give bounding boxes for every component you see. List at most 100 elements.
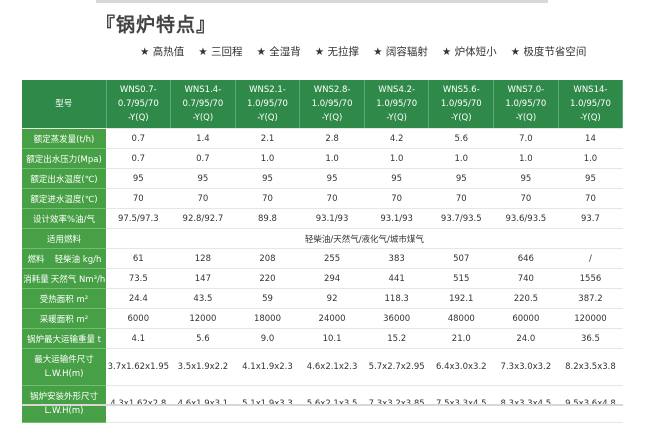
gas-consumption-label: 天然气 Nm³/h <box>50 274 106 285</box>
feature-item: ★ 炉体短小 <box>441 46 497 58</box>
row-label-line: L.W.H(m) <box>44 406 84 416</box>
table-cell: 128 <box>170 248 236 269</box>
row-label: 适用燃料 <box>22 228 106 249</box>
model-header-line: -Y(Q) <box>580 113 601 123</box>
table-cell: 5.6 <box>170 328 236 349</box>
table-cell: 95 <box>558 168 623 189</box>
table-cell: 208 <box>235 248 300 269</box>
table-cell: 24.4 <box>106 288 171 309</box>
row-label: 受热面积 m² <box>22 288 106 309</box>
table-cell: 5.7x2.7x2.95 <box>364 348 429 386</box>
table-cell: 18000 <box>235 308 300 329</box>
model-header-line: WNS5.6- <box>442 85 480 95</box>
table-cell: 0.7 <box>170 148 236 169</box>
table-cell: 2.1 <box>235 128 300 149</box>
table-cell: 24.0 <box>493 328 559 349</box>
model-header-line: WNS2.1- <box>249 85 286 95</box>
row-label: 额定进水温度(℃) <box>22 188 106 209</box>
feature-item: ★ 阔容辐射 <box>373 46 428 58</box>
model-header-line: 1.0/95/70 <box>311 99 353 109</box>
table-cell: / <box>558 248 623 269</box>
top-divider <box>96 0 548 3</box>
table-cell: 192.1 <box>428 288 494 309</box>
model-header-line: -Y(Q) <box>321 113 343 123</box>
model-header: WNS2.1- 1.0/95/70 -Y(Q) <box>235 80 301 129</box>
model-header-line: 1.0/95/70 <box>570 99 611 109</box>
table-cell: 95 <box>428 168 494 189</box>
boiler-spec-table: 型号 WNS0.7- 0.7/95/70 -Y(Q) WNS1.4- 0.7/95/70… <box>22 80 624 423</box>
table-cell: 70 <box>170 188 236 209</box>
table-cell: 93.6/93.5 <box>493 208 559 229</box>
feature-item: ★ 全湿背 <box>256 46 301 58</box>
model-header-line: WNS4.2- <box>378 85 416 95</box>
model-header: WNS4.2- 1.0/95/70 -Y(Q) <box>364 80 430 129</box>
table-row: 最大运输件尺寸 L.W.H(m) 3.7x1.62x1.95 3.5x1.9x2.2 4… <box>22 348 623 386</box>
table-row: 设计效率%油/气 97.5/97.3 92.8/92.7 89.8 93.1/93 93.… <box>22 208 623 229</box>
table-cell: 61 <box>106 248 171 269</box>
table-cell: 95 <box>364 168 429 189</box>
table-cell: 70 <box>493 188 559 209</box>
table-cell: 70 <box>106 188 171 209</box>
table-cell: 89.8 <box>235 208 300 229</box>
table-cell: 383 <box>364 248 429 269</box>
model-header-line: -Y(Q) <box>450 113 472 123</box>
model-header: WNS0.7- 0.7/95/70 -Y(Q) <box>106 80 172 129</box>
table-cell: 220.5 <box>493 288 559 309</box>
table-cell: 4.6x2.1x2.3 <box>299 348 365 386</box>
table-row: 燃料 轻柴油 kg/h 61 128 208 255 383 507 646/ <box>22 248 623 269</box>
section-title: 『锅炉特点』 <box>96 14 217 36</box>
model-header-line: WNS2.8- <box>313 85 351 95</box>
model-header-line: WNS0.7- <box>119 85 157 95</box>
table-cell: 70 <box>235 188 300 209</box>
model-header: WNS2.8- 1.0/95/70 -Y(Q) <box>299 80 365 129</box>
table-cell: 507 <box>428 248 494 269</box>
model-header-line: -Y(Q) <box>257 113 278 123</box>
table-cell: 48000 <box>428 308 494 329</box>
oil-consumption-label: 轻柴油 kg/h <box>54 254 102 265</box>
row-label-line: L.W.H(m) <box>44 369 84 379</box>
table-cell: 95 <box>299 168 365 189</box>
consumption-group-label: 消耗量 <box>23 274 49 285</box>
table-cell: 93.7/93.5 <box>428 208 494 229</box>
table-cell: 3.5x1.9x2.2 <box>170 348 236 386</box>
table-cell: 93.1/93 <box>299 208 365 229</box>
table-cell: 70 <box>299 188 365 209</box>
table-cell: 1.0 <box>493 148 559 169</box>
table-cell: 70 <box>558 188 623 209</box>
table-cell: 3.7x1.62x1.95 <box>106 348 171 386</box>
model-header: WNS14- 1.0/95/70 -Y(Q) <box>558 80 624 129</box>
table-cell: 93.1/93 <box>364 208 429 229</box>
table-row: 消耗量 天然气 Nm³/h 73.5 147 220 294 441 515 740 1556 <box>22 268 623 289</box>
table-cell: 70 <box>428 188 494 209</box>
table-cell: 6.4x3.0x3.2 <box>428 348 494 386</box>
table-cell: 220 <box>235 268 300 289</box>
model-header-line: -Y(Q) <box>128 113 149 123</box>
table-cell: 740 <box>493 268 559 289</box>
row-label: 锅炉最大运输重量 t <box>22 328 106 349</box>
table-cell: 1.0 <box>364 148 429 169</box>
model-header: WNS5.6- 1.0/95/70 -Y(Q) <box>428 80 495 129</box>
table-cell: 70 <box>364 188 429 209</box>
row-label: 最大运输件尺寸 L.W.H(m) <box>22 348 106 386</box>
table-cell: 24000 <box>299 308 365 329</box>
row-label: 消耗量 天然气 Nm³/h <box>22 268 106 289</box>
model-header-line: 1.0/95/70 <box>247 99 288 109</box>
table-cell: 7.0 <box>493 128 559 149</box>
feature-item: ★ 高热值 <box>140 46 185 58</box>
table-cell: 14 <box>558 128 623 149</box>
table-cell: 4.1 <box>106 328 171 349</box>
table-cell: 92 <box>299 288 365 309</box>
table-cell: 646 <box>493 248 559 269</box>
feature-item: ★ 无拉撑 <box>314 46 360 58</box>
table-cell: 1.0 <box>299 148 365 169</box>
table-cell: 95 <box>170 168 236 189</box>
table-cell: 9.0 <box>235 328 300 349</box>
table-cell: 441 <box>364 268 429 289</box>
table-cell: 59 <box>235 288 300 309</box>
table-cell: 95 <box>493 168 559 189</box>
model-header-line: 1.0/95/70 <box>376 99 418 109</box>
table-row: 额定蒸发量(t/h) 0.7 1.4 2.1 2.8 4.2 5.6 7.0 14 <box>22 128 623 149</box>
table-row: 受热面积 m² 24.4 43.5 59 92 118.3 192.1 220.5 387.2 <box>22 288 623 309</box>
row-label: 额定出水压力(Mpa) <box>22 148 106 169</box>
table-cell: 1.0 <box>235 148 300 169</box>
